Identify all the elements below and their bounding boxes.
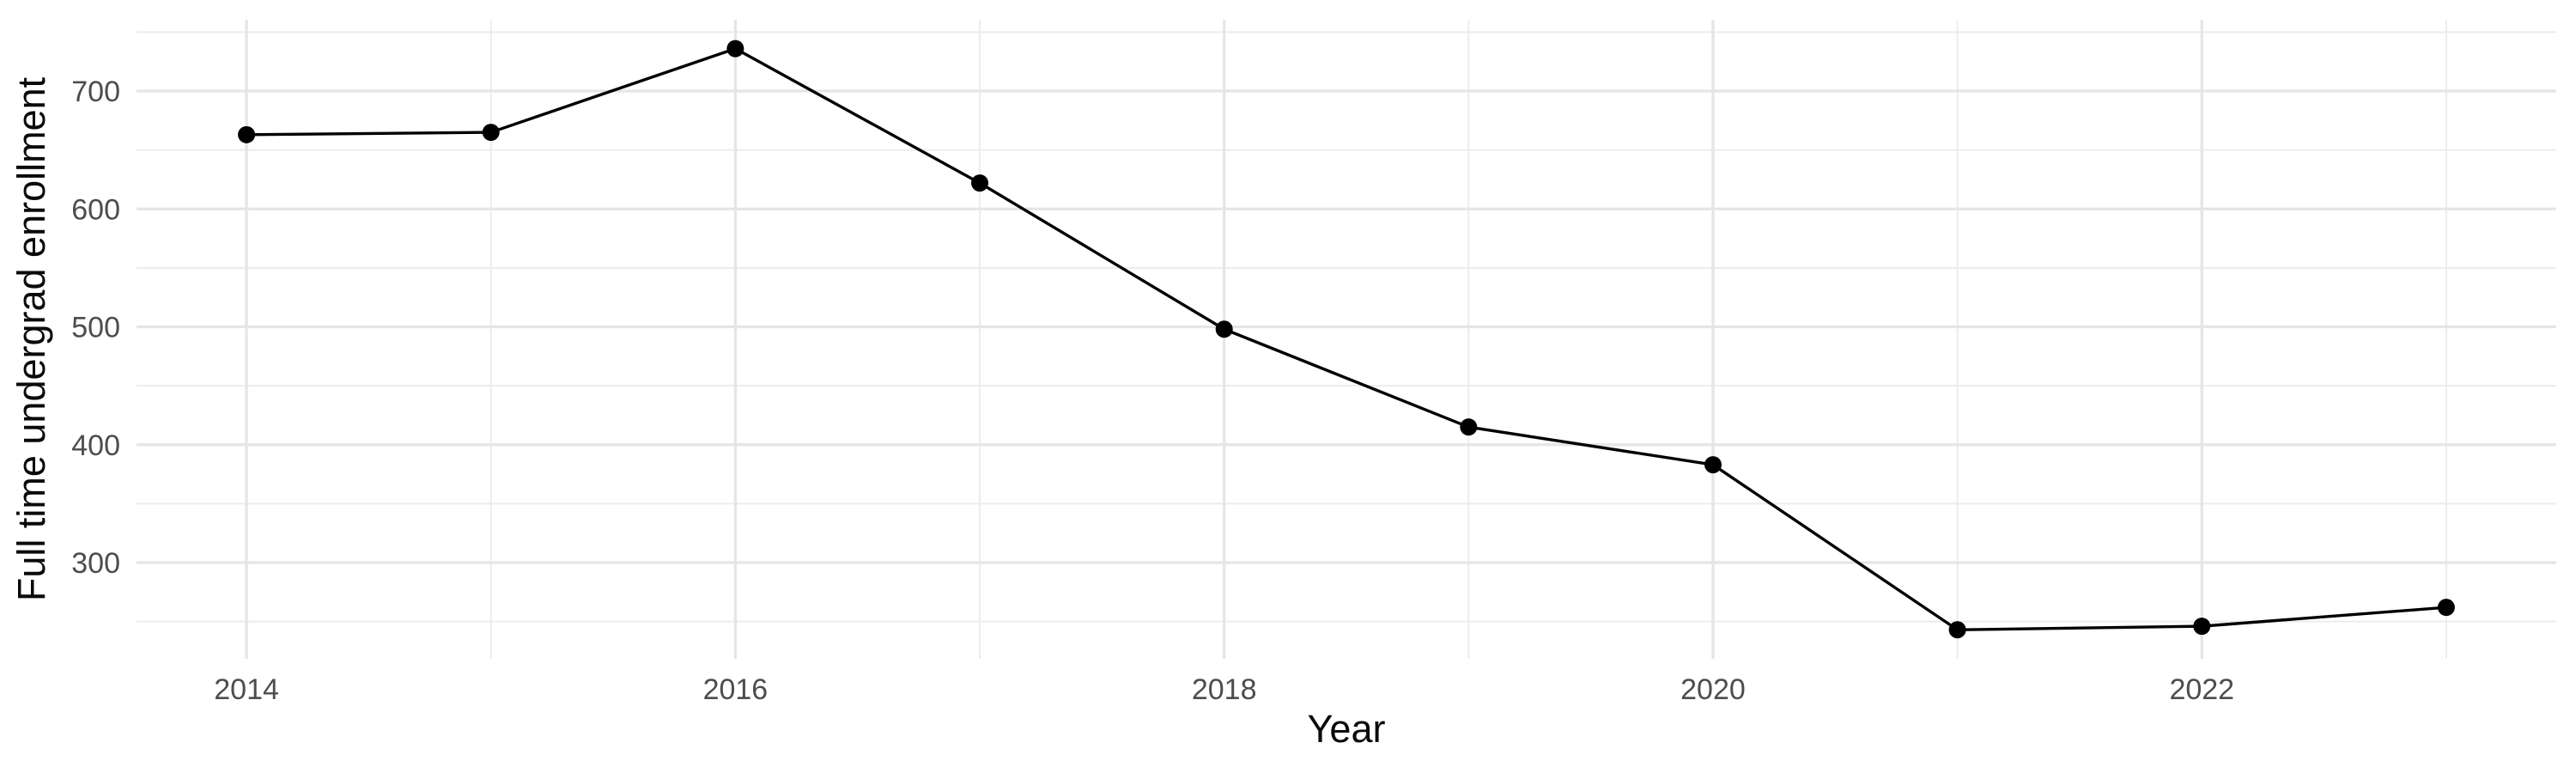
y-tick-label: 700: [71, 76, 120, 108]
data-point: [971, 174, 989, 192]
y-tick-label: 500: [71, 312, 120, 344]
x-tick-label: 2020: [1680, 673, 1746, 706]
data-point: [1460, 418, 1478, 436]
data-point: [2437, 599, 2455, 617]
x-tick-label: 2022: [2169, 673, 2234, 706]
y-tick-label: 300: [71, 547, 120, 580]
data-point: [1704, 456, 1722, 474]
series-line: [245, 46, 2448, 631]
y-axis-title: Full time undergrad enrollment: [9, 76, 53, 601]
data-point: [1215, 320, 1233, 338]
gridlines-major: [137, 20, 2556, 659]
gridlines-minor: [137, 20, 2556, 659]
data-point: [1948, 621, 1966, 639]
x-tick-label: 2018: [1192, 673, 1257, 706]
data-point: [238, 125, 256, 143]
data-point: [2193, 618, 2211, 636]
y-tick-label: 400: [71, 429, 120, 462]
data-point: [726, 40, 744, 58]
data-point: [482, 124, 500, 142]
data-series: [238, 40, 2455, 639]
x-axis-title: Year: [1308, 707, 1386, 751]
y-tick-label: 600: [71, 193, 120, 226]
x-tick-label: 2014: [214, 673, 279, 706]
x-tick-label: 2016: [703, 673, 769, 706]
axis-tick-labels: 300 400 500 600 700 2014 2016 2018 2020 2022: [71, 76, 2234, 706]
